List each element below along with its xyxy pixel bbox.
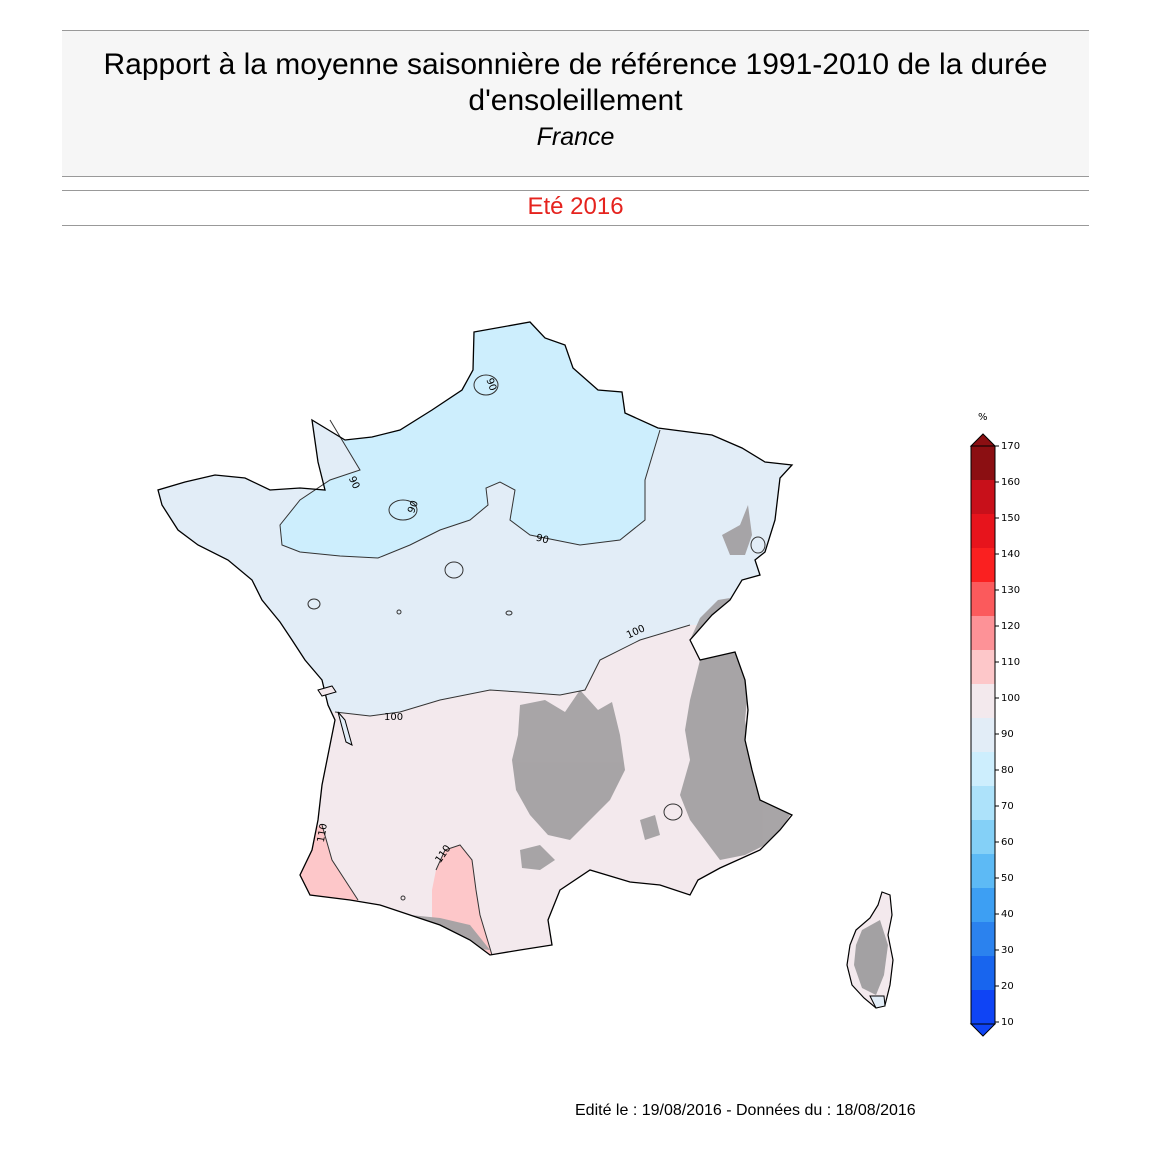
- scale-swatch: [971, 990, 995, 1024]
- color-scale: % 170 160 150 140 130 120 110 100 90 80 70 60 50 40 30…: [969, 412, 1020, 1037]
- scale-arrow-top: [969, 433, 997, 447]
- island-oleron: [337, 711, 353, 746]
- scale-label: 160: [1001, 477, 1020, 488]
- zone-below-90: [280, 322, 660, 558]
- contour-label: 90: [346, 475, 361, 491]
- scale-label: 70: [1001, 801, 1014, 812]
- scale-label: 20: [1001, 981, 1014, 992]
- scale-label: 110: [1001, 657, 1020, 668]
- scale-label: 100: [1001, 693, 1020, 704]
- france-outline: [157, 321, 794, 956]
- scale-label: 80: [1001, 765, 1014, 776]
- corsica-relief: [854, 920, 888, 995]
- scale-swatch: [971, 684, 995, 718]
- corsica-south: [869, 995, 886, 1009]
- scale-swatch: [971, 548, 995, 582]
- scale-swatch: [971, 888, 995, 922]
- season-label: Eté 2016: [527, 193, 624, 220]
- scale-label: 120: [1001, 621, 1020, 632]
- scale-swatch: [971, 922, 995, 956]
- scale-label: 130: [1001, 585, 1020, 596]
- contour-label: 90: [406, 499, 421, 515]
- scale-label: 40: [1001, 909, 1014, 920]
- contour-lines: [279, 374, 766, 956]
- scale-label: 50: [1001, 873, 1014, 884]
- scale-frame: [970, 445, 996, 1025]
- scale-labels: 170 160 150 140 130 120 110 100 90 80 70 60 50 40 30 20…: [995, 441, 1020, 1028]
- season-panel: Eté 2016: [62, 190, 1089, 226]
- scale-swatch: [971, 752, 995, 786]
- scale-swatches: [969, 433, 997, 1037]
- contour-label: 110: [316, 823, 330, 844]
- contour-label: 90: [483, 377, 498, 393]
- scale-swatch: [971, 718, 995, 752]
- scale-swatch: [971, 514, 995, 548]
- scale-swatch: [971, 650, 995, 684]
- mainland-france: 90 90 90 90 100 100 110 110: [157, 321, 794, 956]
- corsica: [846, 891, 894, 1009]
- scale-unit: %: [978, 412, 988, 423]
- map-title: Rapport à la moyenne saisonnière de réfé…: [103, 48, 1048, 117]
- contour-label: 100: [384, 712, 403, 723]
- edition-footer: Edité le : 19/08/2016 - Données du : 18/…: [575, 1102, 916, 1119]
- scale-swatch: [971, 786, 995, 820]
- scale-label: 10: [1001, 1017, 1014, 1028]
- scale-label: 140: [1001, 549, 1020, 560]
- scale-swatch: [971, 480, 995, 514]
- scale-swatch: [971, 616, 995, 650]
- scale-label: 60: [1001, 837, 1014, 848]
- relief-shading: [345, 505, 790, 950]
- title-panel: Rapport à la moyenne saisonnière de réfé…: [62, 30, 1089, 177]
- island-re: [317, 685, 337, 697]
- scale-label: 170: [1001, 441, 1020, 452]
- scale-label: 90: [1001, 729, 1014, 740]
- scale-swatch: [971, 820, 995, 854]
- scale-label: 150: [1001, 513, 1020, 524]
- contour-label: 90: [535, 533, 550, 547]
- scale-swatch: [971, 446, 995, 480]
- scale-swatch: [971, 582, 995, 616]
- scale-arrow-bottom: [969, 1023, 997, 1037]
- scale-swatch: [971, 854, 995, 888]
- scale-swatch: [971, 956, 995, 990]
- map-region: France: [536, 123, 615, 151]
- scale-label: 30: [1001, 945, 1014, 956]
